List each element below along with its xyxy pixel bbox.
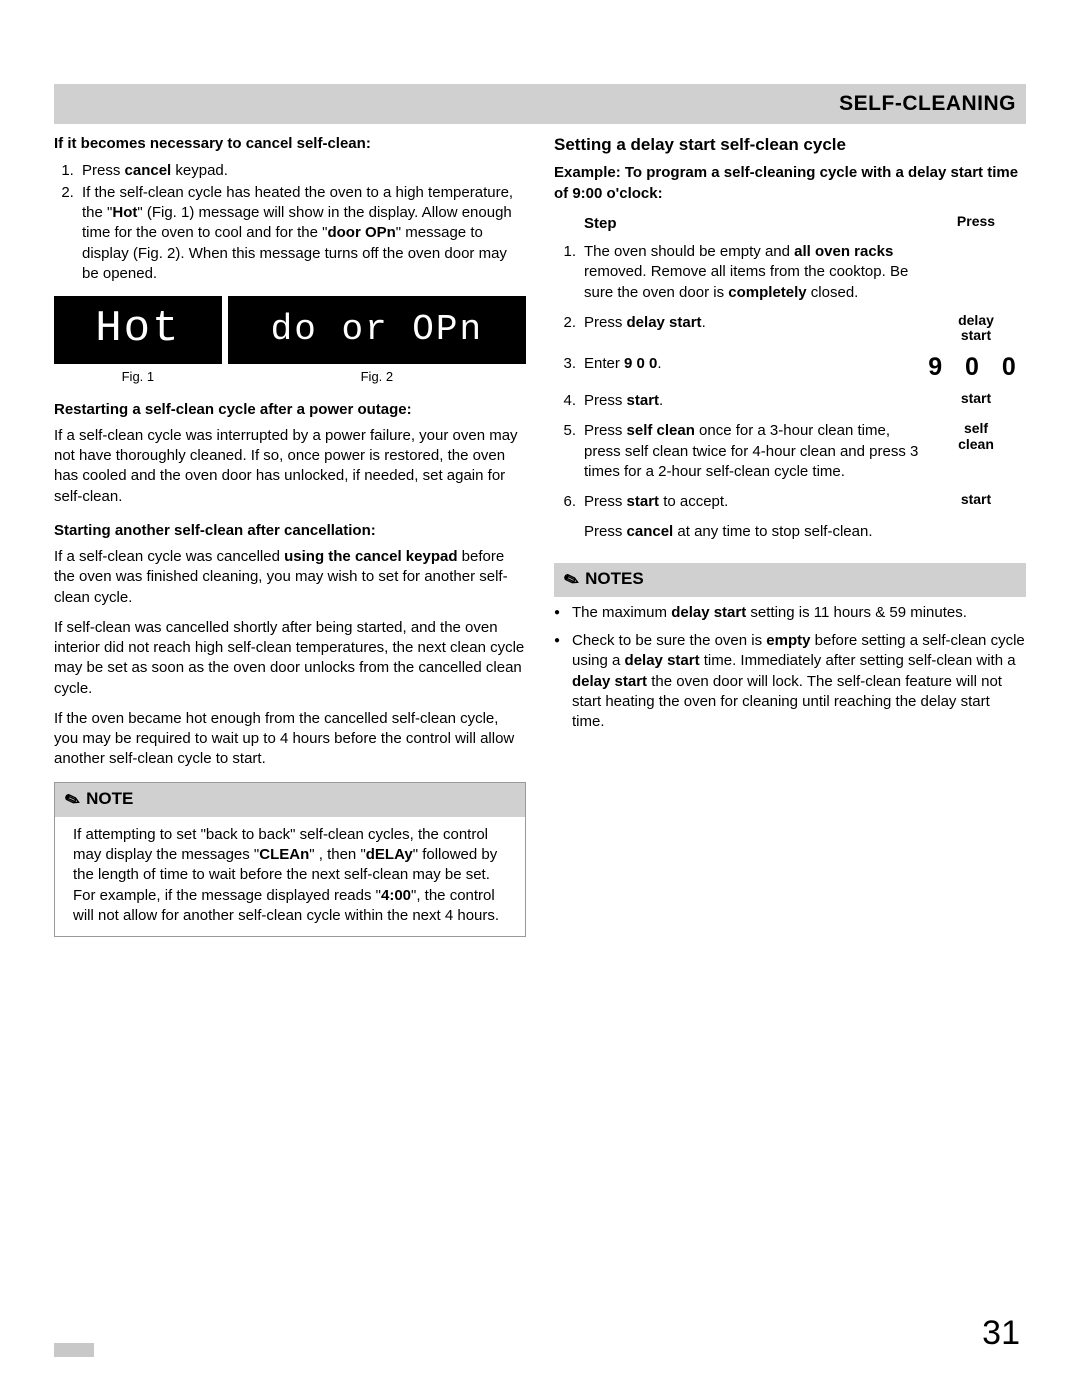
pin-icon: ✎ xyxy=(560,566,582,594)
cancel-step-2: If the self-clean cycle has heated the o… xyxy=(78,183,526,284)
fig2-caption: Fig. 2 xyxy=(228,368,526,386)
example-heading: Example: To program a self-cleaning cycl… xyxy=(554,163,1026,204)
restart-body: If a self-clean cycle was interrupted by… xyxy=(54,426,526,507)
steps-header-row: Step Press xyxy=(554,210,1026,238)
restart2-heading: Starting another self-clean after cancel… xyxy=(54,521,526,541)
page-number: 31 xyxy=(982,1311,1020,1357)
note-title: NOTE xyxy=(86,788,133,811)
footer-strip xyxy=(54,1343,94,1357)
figure-captions: Fig. 1 Fig. 2 xyxy=(54,368,526,386)
note-header: ✎ NOTE xyxy=(55,783,525,817)
notes-list: The maximum delay start setting is 11 ho… xyxy=(554,603,1026,733)
note-body: If attempting to set "back to back" self… xyxy=(55,817,525,936)
step-6-text: Press start to accept. xyxy=(582,488,926,518)
section-title: SELF-CLEANING xyxy=(64,90,1016,118)
step-3-text: Enter 9 0 0. xyxy=(582,350,926,388)
step-row-3: 3. Enter 9 0 0. 9 0 0 xyxy=(554,350,1026,388)
display-figures: Hot do or OPn xyxy=(54,296,526,364)
steps-table: Step Press 1. The oven should be empty a… xyxy=(554,210,1026,549)
note-block-left: ✎ NOTE If attempting to set "back to bac… xyxy=(54,782,526,938)
fig1-caption: Fig. 1 xyxy=(54,368,222,386)
notes-header-right: ✎ NOTES xyxy=(554,563,1026,597)
step-5-press: selfclean xyxy=(926,417,1026,488)
restart-heading: Restarting a self-clean cycle after a po… xyxy=(54,400,526,420)
step-5-text: Press self clean once for a 3-hour clean… xyxy=(582,417,926,488)
right-column: Setting a delay start self-clean cycle E… xyxy=(554,134,1026,937)
step-4-text: Press start. xyxy=(582,387,926,417)
step-3-press: 9 0 0 xyxy=(926,350,1026,388)
left-column: If it becomes necessary to cancel self-c… xyxy=(54,134,526,937)
pin-icon: ✎ xyxy=(61,786,83,814)
delay-heading: Setting a delay start self-clean cycle xyxy=(554,134,1026,157)
step-row-6: 6. Press start to accept. start xyxy=(554,488,1026,518)
step-6-press: start xyxy=(926,488,1026,518)
step-2-press: delaystart xyxy=(926,309,1026,350)
step-row-1: 1. The oven should be empty and all oven… xyxy=(554,238,1026,309)
section-title-bar: SELF-CLEANING xyxy=(54,84,1026,124)
note-item-1: The maximum delay start setting is 11 ho… xyxy=(568,603,1026,623)
step-row-footer: Press cancel at any time to stop self-cl… xyxy=(554,518,1026,548)
step-row-4: 4. Press start. start xyxy=(554,387,1026,417)
display-hot: Hot xyxy=(54,296,222,364)
cancel-step-1: Press cancel keypad. xyxy=(78,161,526,181)
restart2-p3: If the oven became hot enough from the c… xyxy=(54,709,526,770)
step-4-press: start xyxy=(926,387,1026,417)
display-door: do or OPn xyxy=(228,296,526,364)
content-columns: If it becomes necessary to cancel self-c… xyxy=(54,134,1026,937)
note-item-2: Check to be sure the oven is empty befor… xyxy=(568,631,1026,732)
step-1-text: The oven should be empty and all oven ra… xyxy=(582,238,926,309)
step-row-2: 2. Press delay start. delaystart xyxy=(554,309,1026,350)
col-press: Press xyxy=(926,210,1026,238)
notes-title: NOTES xyxy=(585,568,644,591)
cancel-heading: If it becomes necessary to cancel self-c… xyxy=(54,134,526,154)
step-row-5: 5. Press self clean once for a 3-hour cl… xyxy=(554,417,1026,488)
restart2-p1: If a self-clean cycle was cancelled usin… xyxy=(54,547,526,608)
cancel-steps-list: Press cancel keypad. If the self-clean c… xyxy=(54,161,526,285)
steps-footer: Press cancel at any time to stop self-cl… xyxy=(582,518,1026,548)
col-step: Step xyxy=(582,210,926,238)
restart2-p2: If self-clean was cancelled shortly afte… xyxy=(54,618,526,699)
step-2-text: Press delay start. xyxy=(582,309,926,350)
